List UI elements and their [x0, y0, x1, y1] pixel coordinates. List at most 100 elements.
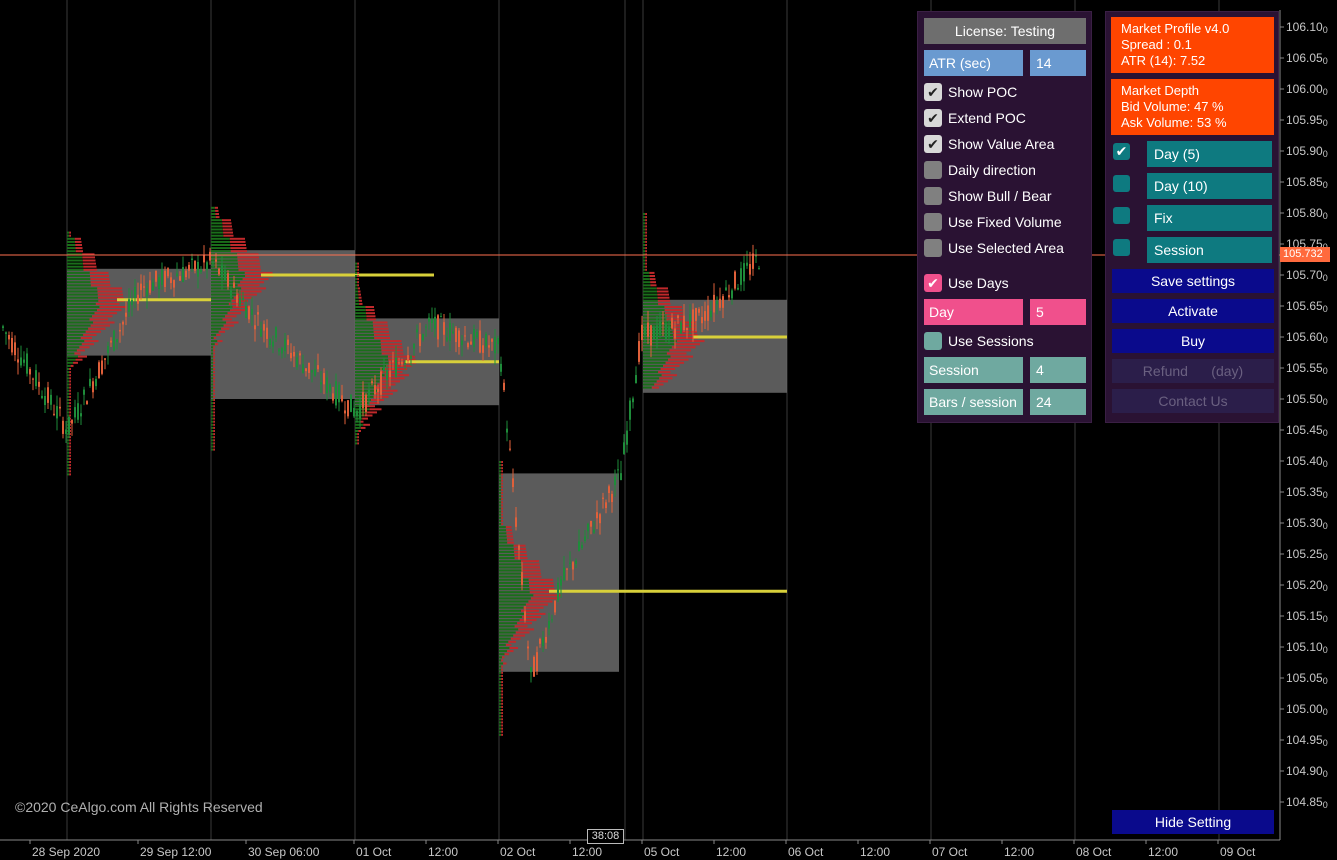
profile-bear-bar: [90, 278, 110, 281]
option-daily-direction[interactable]: Daily direction: [924, 160, 1036, 180]
profile-bull-bar: [67, 234, 70, 237]
license-button[interactable]: License: Testing: [924, 18, 1086, 44]
checkbox-checked-icon[interactable]: ✔: [1113, 143, 1130, 160]
profile-bull-bar: [67, 287, 98, 290]
bars-per-session-input[interactable]: 24: [1030, 389, 1086, 415]
refund-button[interactable]: Refund (day): [1112, 359, 1274, 383]
candle-body: [302, 364, 304, 373]
checkbox-unchecked-icon[interactable]: [924, 332, 942, 350]
profile-bear-bar: [69, 430, 71, 432]
market-depth-info: Market Depth Bid Volume: 47 % Ask Volume…: [1111, 79, 1274, 135]
profile-bull-bar: [499, 656, 503, 659]
timeframe-day-10-button[interactable]: Day (10): [1147, 173, 1272, 199]
checkbox-unchecked-icon[interactable]: [924, 239, 942, 257]
buy-button[interactable]: Buy: [1112, 329, 1274, 353]
profile-bull-bar: [355, 374, 385, 377]
profile-bear-bar: [501, 473, 503, 476]
candle-body: [26, 353, 28, 374]
profile-bull-bar: [211, 420, 214, 423]
checkbox-unchecked-icon[interactable]: [924, 213, 942, 231]
checkbox-checked-icon[interactable]: ✔: [924, 109, 942, 127]
option-use-days[interactable]: ✔ Use Days: [924, 273, 1009, 293]
candle-body: [182, 267, 184, 282]
session-input[interactable]: 4: [1030, 357, 1086, 383]
candle-body: [533, 656, 535, 677]
profile-bull-bar: [67, 402, 70, 405]
profile-bull-bar: [211, 340, 218, 343]
profile-bear-bar: [676, 340, 705, 343]
profile-bull-bar: [499, 566, 522, 569]
option-show-value-area[interactable]: ✔ Show Value Area: [924, 134, 1054, 154]
timeframe-fix-button[interactable]: Fix: [1147, 205, 1272, 231]
candle-body: [299, 353, 301, 356]
profile-bull-bar: [499, 647, 510, 649]
profile-bull-bar: [67, 315, 93, 318]
profile-bear-bar: [213, 414, 215, 417]
checkbox-checked-icon[interactable]: ✔: [924, 83, 942, 101]
candle-body: [311, 369, 313, 373]
profile-bear-bar: [501, 461, 503, 463]
profile-bear-bar: [521, 563, 540, 566]
checkbox-checked-icon[interactable]: ✔: [924, 274, 942, 292]
profile-bear-bar: [221, 327, 230, 330]
profile-bear-bar: [501, 724, 503, 727]
checkbox-unchecked-icon[interactable]: [1113, 239, 1130, 256]
activate-button[interactable]: Activate: [1112, 299, 1274, 323]
timeframe-session-button[interactable]: Session: [1147, 237, 1272, 263]
checkbox-unchecked-icon[interactable]: [924, 187, 942, 205]
option-use-selected-area[interactable]: Use Selected Area: [924, 238, 1064, 258]
profile-bear-bar: [659, 377, 673, 380]
day-input[interactable]: 5: [1030, 299, 1086, 325]
candle-body: [155, 270, 157, 282]
profile-bear-bar: [357, 442, 359, 445]
checkbox-unchecked-icon[interactable]: [1113, 175, 1130, 192]
candle-body: [230, 290, 232, 298]
profile-bear-bar: [237, 284, 260, 287]
profile-bear-bar: [521, 609, 539, 612]
profile-bull-bar: [643, 222, 646, 225]
profile-bear-bar: [508, 640, 516, 643]
option-show-poc[interactable]: ✔ Show POC: [924, 82, 1017, 102]
candle-body: [704, 311, 706, 321]
option-use-sessions[interactable]: Use Sessions: [924, 331, 1034, 351]
profile-bull-bar: [643, 275, 650, 277]
profile-bear-bar: [650, 281, 656, 284]
candle-body: [734, 271, 736, 289]
atr-input[interactable]: 14: [1030, 50, 1086, 76]
profile-bull-bar: [67, 284, 91, 287]
profile-bear-bar: [506, 650, 514, 653]
profile-bear-bar: [501, 498, 503, 501]
option-extend-poc[interactable]: ✔ Extend POC: [924, 108, 1026, 128]
profile-bull-bar: [499, 516, 502, 519]
profile-bear-bar: [666, 352, 687, 355]
checkbox-checked-icon[interactable]: ✔: [924, 135, 942, 153]
profile-bull-bar: [499, 702, 502, 705]
profile-bear-bar: [506, 538, 514, 541]
profile-bear-bar: [501, 464, 503, 467]
candle-body: [515, 517, 517, 527]
option-use-fixed-volume[interactable]: Use Fixed Volume: [924, 212, 1062, 232]
contact-us-button[interactable]: Contact Us: [1112, 389, 1274, 413]
profile-bull-bar: [643, 213, 646, 215]
price-tick-subdigit: 0: [1323, 552, 1328, 562]
checkbox-unchecked-icon[interactable]: [1113, 207, 1130, 224]
checkbox-unchecked-icon[interactable]: [924, 161, 942, 179]
candle-body: [389, 370, 391, 378]
option-show-bull-bear[interactable]: Show Bull / Bear: [924, 186, 1052, 206]
hide-setting-button[interactable]: Hide Setting: [1112, 810, 1274, 834]
save-settings-button[interactable]: Save settings: [1112, 269, 1274, 293]
profile-bull-bar: [67, 399, 70, 401]
profile-bear-bar: [69, 408, 71, 411]
timeframe-day-5-button[interactable]: Day (5): [1147, 141, 1272, 167]
time-tick-label: 02 Oct: [500, 845, 536, 859]
candle-body: [197, 261, 199, 277]
option-label: Use Days: [948, 275, 1009, 291]
candle-body: [620, 473, 622, 481]
time-tick-label: 12:00: [716, 845, 746, 859]
candle-body: [404, 362, 406, 364]
profile-bear-bar: [645, 268, 647, 271]
profile-bull-bar: [67, 464, 70, 467]
profile-bear-bar: [92, 315, 113, 318]
profile-bull-bar: [211, 219, 222, 222]
